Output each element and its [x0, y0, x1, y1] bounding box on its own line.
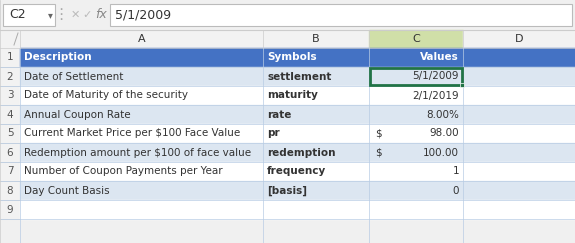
Text: Annual Coupon Rate: Annual Coupon Rate — [24, 110, 131, 120]
Bar — [0, 30, 575, 48]
Text: Date of Settlement: Date of Settlement — [24, 71, 124, 81]
Bar — [0, 124, 20, 143]
Text: 2/1/2019: 2/1/2019 — [412, 90, 459, 101]
Text: D: D — [515, 34, 523, 44]
Text: ✓: ✓ — [82, 10, 91, 20]
Text: 0: 0 — [453, 185, 459, 196]
Text: [basis]: [basis] — [267, 185, 307, 196]
Text: 8.00%: 8.00% — [426, 110, 459, 120]
Text: Date of Maturity of the security: Date of Maturity of the security — [24, 90, 188, 101]
Text: Number of Coupon Payments per Year: Number of Coupon Payments per Year — [24, 166, 223, 176]
Text: 100.00: 100.00 — [423, 148, 459, 157]
Text: pr: pr — [267, 129, 279, 139]
Bar — [20, 86, 575, 105]
Text: frequency: frequency — [267, 166, 326, 176]
Text: maturity: maturity — [267, 90, 318, 101]
Text: A: A — [137, 34, 145, 44]
Text: ▾: ▾ — [48, 10, 52, 20]
Text: Redemption amount per $100 of face value: Redemption amount per $100 of face value — [24, 148, 251, 157]
Text: Values: Values — [420, 52, 459, 62]
Bar — [0, 162, 20, 181]
Text: 2: 2 — [7, 71, 13, 81]
FancyBboxPatch shape — [3, 4, 55, 26]
Text: $: $ — [375, 148, 382, 157]
Text: 1: 1 — [453, 166, 459, 176]
Bar — [0, 0, 575, 30]
Text: fx: fx — [95, 9, 107, 21]
Text: ⋮: ⋮ — [53, 8, 68, 23]
Text: C2: C2 — [9, 9, 26, 21]
Bar — [463, 30, 575, 48]
Text: ✕: ✕ — [70, 10, 80, 20]
Bar — [370, 68, 462, 85]
Text: 8: 8 — [7, 185, 13, 196]
Text: redemption: redemption — [267, 148, 335, 157]
FancyBboxPatch shape — [110, 4, 572, 26]
Bar — [263, 30, 369, 48]
Bar — [0, 67, 20, 86]
Text: 9: 9 — [7, 205, 13, 215]
Bar — [20, 124, 575, 143]
Bar — [20, 30, 263, 48]
Text: 98.00: 98.00 — [430, 129, 459, 139]
Bar — [20, 181, 575, 200]
Bar — [20, 105, 575, 124]
Bar — [0, 86, 20, 105]
Bar — [0, 48, 20, 67]
Text: 5/1/2009: 5/1/2009 — [412, 71, 459, 81]
Text: Description: Description — [24, 52, 91, 62]
Text: 5: 5 — [7, 129, 13, 139]
Bar — [20, 200, 575, 219]
Text: 1: 1 — [7, 52, 13, 62]
Text: Current Market Price per $100 Face Value: Current Market Price per $100 Face Value — [24, 129, 240, 139]
Text: 6: 6 — [7, 148, 13, 157]
Bar — [369, 30, 463, 48]
Bar — [0, 143, 20, 162]
Bar — [0, 105, 20, 124]
Text: Symbols: Symbols — [267, 52, 317, 62]
Text: settlement: settlement — [267, 71, 331, 81]
Bar — [20, 143, 575, 162]
Text: $: $ — [375, 129, 382, 139]
Bar — [20, 67, 575, 86]
Text: Day Count Basis: Day Count Basis — [24, 185, 110, 196]
Bar — [460, 83, 464, 87]
Text: C: C — [412, 34, 420, 44]
Bar — [20, 48, 575, 67]
Bar — [0, 181, 20, 200]
Bar — [0, 200, 20, 219]
Text: B: B — [312, 34, 320, 44]
Text: 4: 4 — [7, 110, 13, 120]
Text: rate: rate — [267, 110, 292, 120]
Bar — [20, 162, 575, 181]
Text: 5/1/2009: 5/1/2009 — [115, 9, 171, 21]
Text: 7: 7 — [7, 166, 13, 176]
Text: 3: 3 — [7, 90, 13, 101]
